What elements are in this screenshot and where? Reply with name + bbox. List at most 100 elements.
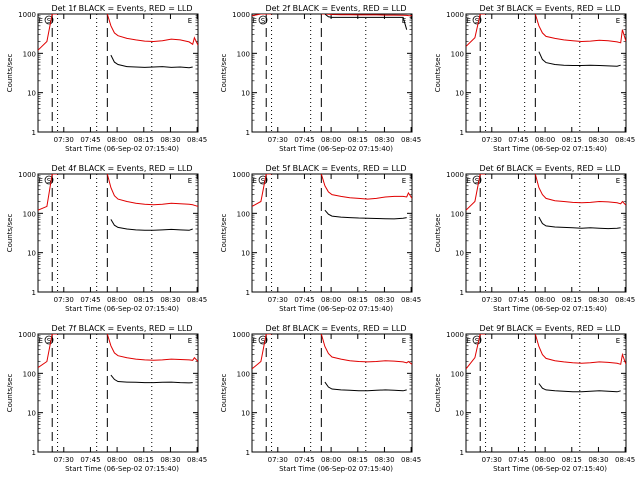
x-tick-label: 08:30	[160, 296, 180, 304]
x-tick-label: 08:15	[134, 136, 154, 144]
event-flag: E	[38, 177, 42, 185]
event-flag: E	[38, 17, 42, 25]
event-flag: E	[402, 337, 406, 345]
y-tick-label: 10	[241, 250, 250, 258]
y-axis-label: Counts/sec	[220, 374, 228, 413]
lld-series-line	[466, 14, 626, 47]
x-axis-label: Start Time (06-Sep-02 07:15:40)	[493, 305, 607, 313]
plot-frame	[37, 173, 199, 293]
x-tick-label: 07:45	[294, 296, 314, 304]
y-tick-label: 100	[237, 210, 250, 218]
y-tick-label: 100	[237, 50, 250, 58]
x-tick-label: 08:45	[187, 296, 207, 304]
y-tick-label: 10	[27, 250, 36, 258]
y-tick-label: 10	[27, 90, 36, 98]
x-tick-label: 08:45	[615, 456, 635, 464]
x-tick-label: 07:30	[54, 456, 74, 464]
panel-det-5: Det 5f BLACK = Events, RED = LLD 1 10 100 10…	[220, 164, 421, 313]
y-axis-label: Counts/sec	[434, 214, 442, 253]
y-tick-label: 1000	[232, 171, 250, 179]
plot-frame	[465, 333, 627, 453]
x-tick-label: 08:30	[588, 136, 608, 144]
plot-frame	[465, 173, 627, 293]
x-tick-label: 07:30	[54, 296, 74, 304]
x-tick-label: 07:45	[80, 456, 100, 464]
panel-det-9: Det 9f BLACK = Events, RED = LLD 1 10 100 10…	[434, 324, 635, 473]
panel-det-1: Det 1f BLACK = Events, RED = LLD 1 10 100 10…	[6, 4, 207, 153]
y-tick-label: 1	[460, 449, 464, 457]
x-tick-label: 08:15	[562, 456, 582, 464]
event-flag: E	[188, 177, 192, 185]
y-tick-label: 1	[32, 289, 36, 297]
panel-title: Det 6f BLACK = Events, RED = LLD	[479, 164, 620, 173]
panel-det-6: Det 6f BLACK = Events, RED = LLD 1 10 100 10…	[434, 164, 635, 313]
event-flag: S	[261, 177, 266, 185]
y-tick-label: 1	[32, 129, 36, 137]
events-series-line	[110, 54, 193, 69]
x-axis-label: Start Time (06-Sep-02 07:15:40)	[279, 305, 393, 313]
lld-series-line	[466, 334, 626, 370]
x-tick-label: 07:45	[508, 136, 528, 144]
y-tick-label: 1000	[446, 11, 464, 19]
x-tick-label: 07:45	[80, 136, 100, 144]
events-series-line	[324, 381, 407, 392]
lld-series-line	[252, 174, 412, 207]
y-tick-label: 1000	[232, 331, 250, 339]
y-tick-label: 1000	[18, 11, 36, 19]
x-tick-label: 08:45	[401, 456, 421, 464]
x-tick-label: 08:30	[588, 456, 608, 464]
event-flag: S	[261, 17, 266, 25]
panel-det-3: Det 3f BLACK = Events, RED = LLD 1 10 100 10…	[434, 4, 635, 153]
x-tick-label: 08:30	[588, 296, 608, 304]
event-flag: S	[47, 177, 52, 185]
flag-circle	[258, 175, 268, 185]
event-flag: E	[616, 177, 620, 185]
x-tick-label: 08:00	[535, 296, 555, 304]
y-tick-label: 1	[460, 289, 464, 297]
flag-circle	[472, 15, 482, 25]
y-tick-label: 100	[451, 210, 464, 218]
event-flag: S	[261, 337, 266, 345]
x-tick-label: 08:45	[401, 136, 421, 144]
x-tick-label: 08:15	[134, 456, 154, 464]
x-tick-label: 08:15	[348, 456, 368, 464]
events-series-line	[324, 209, 407, 220]
x-tick-label: 07:30	[268, 136, 288, 144]
y-tick-label: 1	[246, 129, 250, 137]
flag-circle	[258, 15, 268, 25]
x-tick-label: 07:45	[294, 456, 314, 464]
y-tick-label: 1000	[18, 171, 36, 179]
y-tick-label: 10	[455, 90, 464, 98]
x-tick-label: 07:45	[508, 456, 528, 464]
x-tick-label: 08:00	[321, 296, 341, 304]
event-flag: S	[47, 17, 52, 25]
y-tick-label: 100	[23, 210, 36, 218]
events-series-line	[538, 216, 621, 230]
y-tick-label: 10	[241, 410, 250, 418]
x-axis-label: Start Time (06-Sep-02 07:15:40)	[65, 465, 179, 473]
x-axis-label: Start Time (06-Sep-02 07:15:40)	[279, 145, 393, 153]
flag-circle	[44, 335, 54, 345]
panel-title: Det 2f BLACK = Events, RED = LLD	[265, 4, 406, 13]
y-axis-label: Counts/sec	[6, 214, 14, 253]
panel-title: Det 1f BLACK = Events, RED = LLD	[51, 4, 192, 13]
plot-frame	[465, 13, 627, 133]
x-tick-label: 07:30	[268, 296, 288, 304]
y-tick-label: 10	[455, 410, 464, 418]
x-tick-label: 08:00	[107, 136, 127, 144]
x-tick-label: 07:45	[508, 296, 528, 304]
flag-circle	[472, 175, 482, 185]
lld-series-line	[38, 174, 198, 211]
panel-title: Det 9f BLACK = Events, RED = LLD	[479, 324, 620, 333]
event-flag: S	[475, 17, 480, 25]
y-tick-label: 10	[455, 250, 464, 258]
x-tick-label: 08:15	[348, 136, 368, 144]
y-tick-label: 1000	[232, 11, 250, 19]
lld-series-line	[38, 14, 198, 51]
x-axis-label: Start Time (06-Sep-02 07:15:40)	[279, 465, 393, 473]
plot-frame	[251, 173, 413, 293]
x-tick-label: 08:15	[562, 136, 582, 144]
x-tick-label: 08:00	[535, 136, 555, 144]
y-axis-label: Counts/sec	[434, 54, 442, 93]
